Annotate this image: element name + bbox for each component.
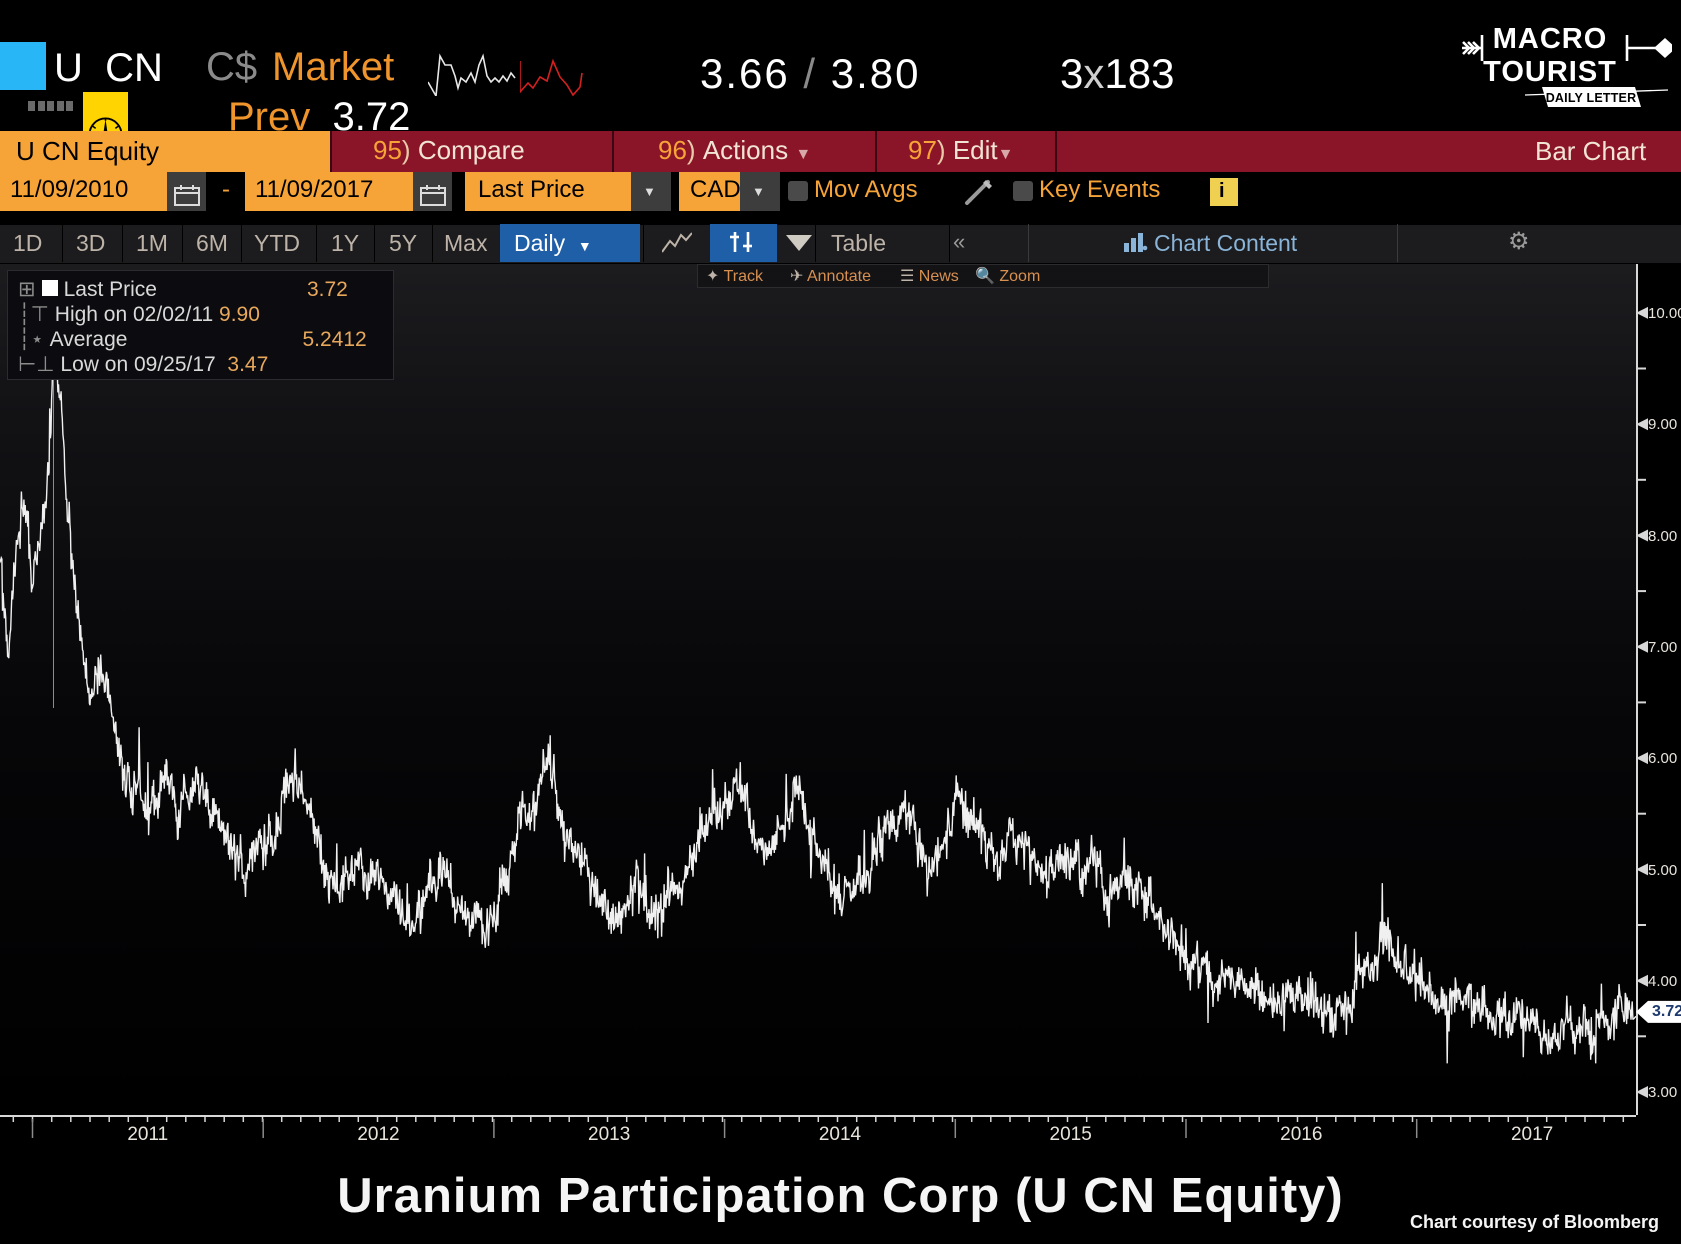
svg-text:TOURIST: TOURIST [1483,56,1617,88]
svg-text:DAILY LETTER: DAILY LETTER [1546,91,1637,105]
svg-text:MACRO: MACRO [1493,23,1608,55]
